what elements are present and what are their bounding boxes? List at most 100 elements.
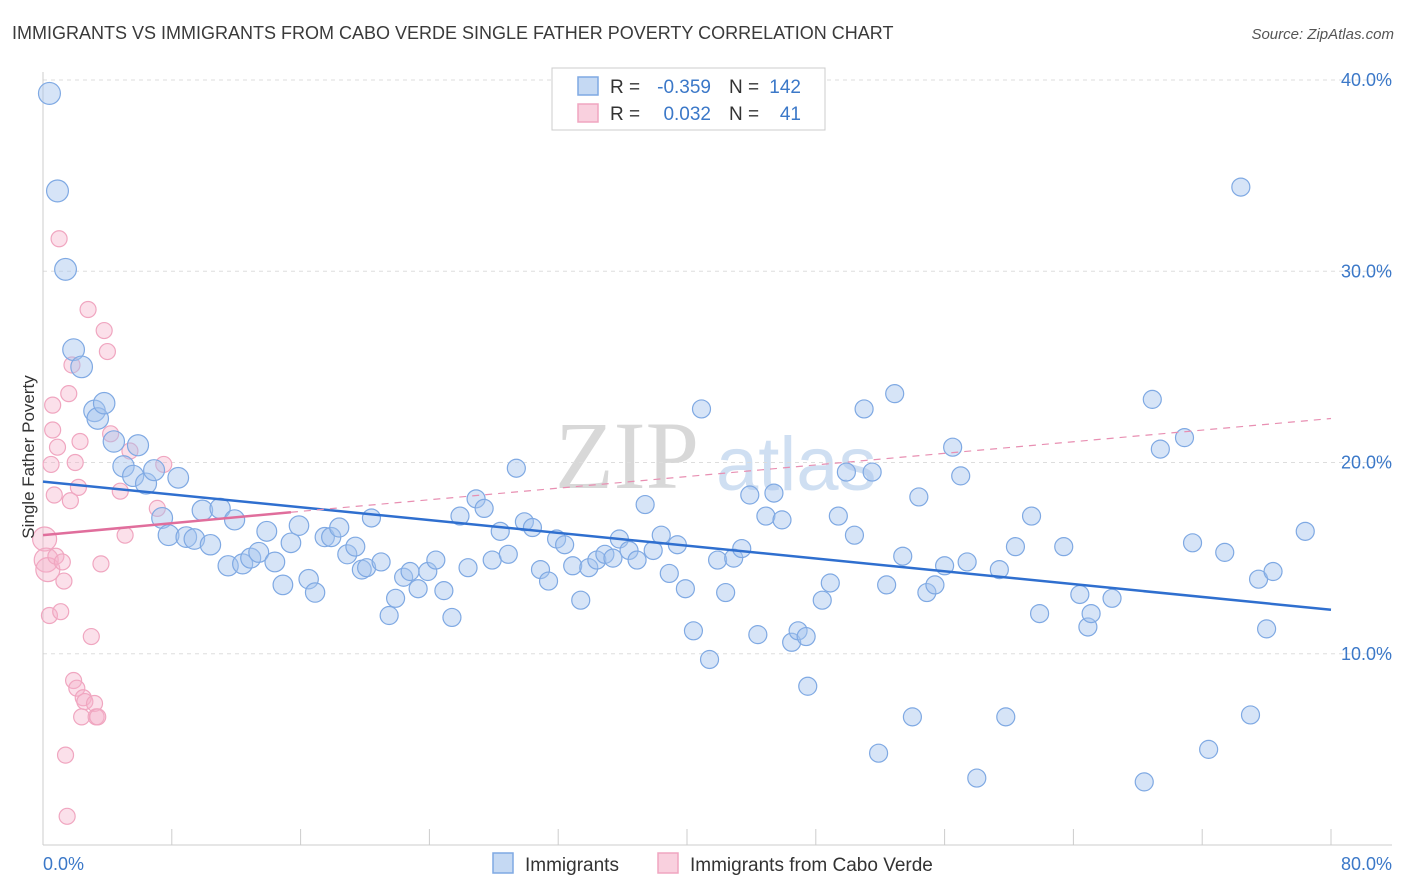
point-immigrants — [732, 538, 752, 559]
axes: 10.0% 20.0% 30.0% 40.0% — [42, 70, 1392, 846]
chart-source: Source: ZipAtlas.com — [1251, 26, 1394, 43]
point-cabo-verde — [44, 421, 62, 439]
point-immigrants — [167, 466, 190, 489]
point-immigrants — [828, 506, 848, 526]
y-tick-label: 20.0% — [1341, 453, 1392, 473]
point-immigrants — [1231, 177, 1251, 197]
point-cabo-verde — [56, 746, 75, 764]
point-immigrants — [967, 768, 987, 788]
point-cabo-verde — [47, 547, 65, 565]
point-immigrants — [143, 459, 166, 482]
point-immigrants — [272, 574, 294, 596]
point-immigrants — [943, 437, 963, 457]
y-tick-label: 10.0% — [1341, 644, 1392, 664]
point-immigrants — [862, 462, 882, 482]
point-immigrants — [248, 541, 270, 563]
point-immigrants — [408, 579, 428, 599]
point-immigrants — [772, 510, 792, 530]
point-cabo-verde — [33, 547, 59, 573]
point-immigrants — [329, 517, 350, 538]
point-cabo-verde — [98, 342, 117, 361]
point-immigrants — [1295, 521, 1315, 541]
series-cabo-verde-points — [32, 230, 173, 825]
point-immigrants — [175, 526, 198, 548]
point-immigrants — [627, 550, 647, 570]
trend-line-cabo-verde — [42, 510, 292, 537]
point-immigrants — [603, 548, 623, 568]
point-immigrants — [796, 626, 816, 647]
point-immigrants — [466, 489, 486, 509]
point-immigrants — [1021, 506, 1042, 526]
x-tick-label-min: 0.0% — [43, 854, 84, 874]
point-immigrants — [909, 487, 929, 507]
bottom-legend-label-cabo-verde: Immigrants from Cabo Verde — [690, 855, 933, 876]
point-immigrants — [371, 552, 391, 572]
point-immigrants — [434, 581, 454, 601]
legend-r-value-1: 0.032 — [663, 104, 711, 125]
correlation-legend: R = -0.359 N = 142 R = 0.032 N = 41 — [551, 67, 826, 131]
point-immigrants — [450, 506, 470, 526]
point-immigrants — [45, 179, 70, 203]
legend-n-value-0: 142 — [769, 77, 801, 98]
point-immigrants — [893, 546, 913, 566]
chart-title: IMMIGRANTS VS IMMIGRANTS FROM CABO VERDE… — [12, 23, 893, 43]
point-cabo-verde — [69, 478, 88, 496]
point-immigrants — [345, 536, 366, 557]
point-immigrants — [868, 743, 889, 763]
point-cabo-verde — [32, 526, 58, 552]
legend-n-label-0: N = — [729, 77, 759, 98]
point-cabo-verde — [42, 455, 60, 474]
y-axis-title: Single Father Poverty — [19, 375, 38, 539]
point-cabo-verde — [44, 396, 62, 414]
legend-swatch-cabo-verde — [577, 103, 599, 123]
point-immigrants — [482, 550, 502, 570]
point-immigrants — [764, 483, 784, 503]
point-cabo-verde — [52, 603, 70, 621]
point-immigrants — [379, 605, 399, 626]
point-immigrants — [70, 355, 94, 379]
point-cabo-verde — [111, 482, 129, 500]
point-immigrants — [917, 582, 937, 603]
point-immigrants — [400, 561, 420, 582]
point-immigrants — [691, 399, 712, 419]
point-cabo-verde — [60, 385, 78, 403]
point-cabo-verde — [61, 492, 79, 510]
watermark: ZIP atlas — [555, 402, 877, 509]
point-immigrants — [844, 525, 865, 545]
point-immigrants — [256, 520, 278, 542]
point-immigrants — [619, 540, 639, 561]
trend-line-cabo-verde-extension — [290, 417, 1332, 513]
point-immigrants — [683, 621, 704, 641]
legend-swatch-immigrants — [577, 76, 599, 96]
point-immigrants — [126, 434, 150, 457]
point-immigrants — [122, 464, 145, 488]
point-immigrants — [54, 257, 78, 281]
point-immigrants — [1102, 588, 1122, 608]
point-immigrants — [538, 571, 559, 591]
point-immigrants — [264, 551, 286, 573]
point-immigrants — [716, 582, 736, 603]
point-immigrants — [707, 550, 728, 570]
point-cabo-verde — [40, 606, 59, 625]
y-tick-label: 30.0% — [1341, 261, 1392, 281]
point-immigrants — [885, 384, 905, 404]
point-cabo-verde — [48, 438, 67, 456]
point-immigrants — [957, 552, 977, 572]
point-cabo-verde — [50, 230, 68, 248]
point-cabo-verde — [116, 526, 134, 544]
point-cabo-verde — [68, 679, 86, 697]
legend-r-label-1: R = — [610, 104, 640, 125]
point-immigrants — [112, 455, 135, 478]
point-cabo-verde — [82, 627, 100, 646]
point-immigrants — [820, 573, 840, 593]
point-cabo-verde — [63, 356, 81, 374]
point-cabo-verde — [102, 425, 120, 443]
point-immigrants — [902, 707, 923, 727]
point-immigrants — [1263, 561, 1283, 582]
point-cabo-verde — [79, 300, 97, 319]
point-cabo-verde — [85, 694, 104, 713]
point-immigrants — [102, 430, 126, 453]
point-cabo-verde — [89, 708, 107, 726]
point-immigrants — [191, 499, 214, 522]
point-immigrants — [458, 558, 478, 578]
